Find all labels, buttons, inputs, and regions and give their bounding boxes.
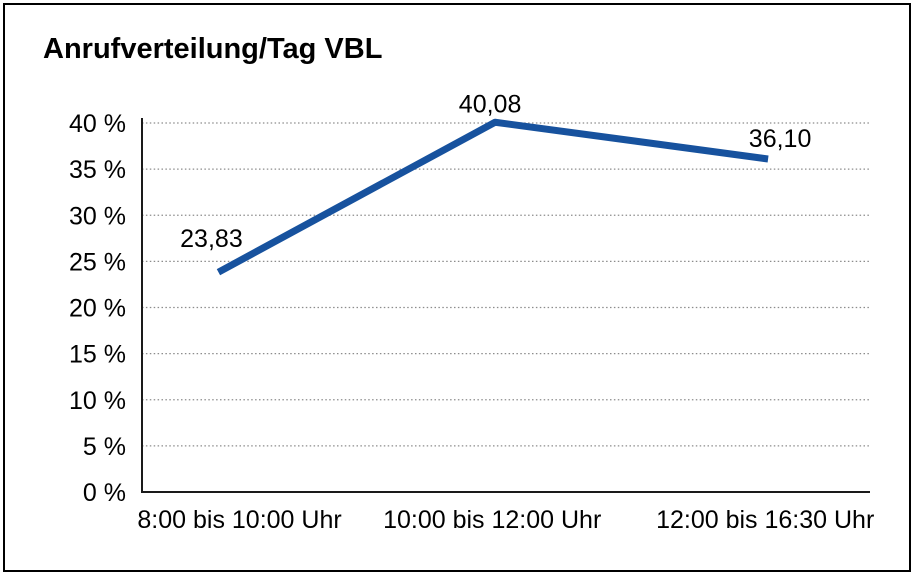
y-tick-label: 25 % [69,248,126,276]
data-label: 40,08 [459,90,522,118]
y-tick-label: 20 % [69,295,126,323]
series-line [216,118,769,276]
y-tick-label: 35 % [69,156,126,184]
x-tick-label: 10:00 bis 12:00 Uhr [383,506,601,534]
chart-title: Anrufverteilung/Tag VBL [43,33,383,65]
x-tick-label: 12:00 bis 16:30 Uhr [656,506,874,534]
chart-frame: Anrufverteilung/Tag VBL [3,3,911,572]
y-tick-label: 10 % [69,387,126,415]
y-tick-label: 40 % [69,110,126,138]
data-label: 23,83 [180,225,243,253]
y-tick-label: 0 % [83,479,126,507]
y-tick-label: 30 % [69,202,126,230]
y-tick-label: 15 % [69,341,126,369]
data-label: 36,10 [749,125,812,153]
y-tick-label: 5 % [83,433,126,461]
x-tick-label: 8:00 bis 10:00 Uhr [137,506,341,534]
